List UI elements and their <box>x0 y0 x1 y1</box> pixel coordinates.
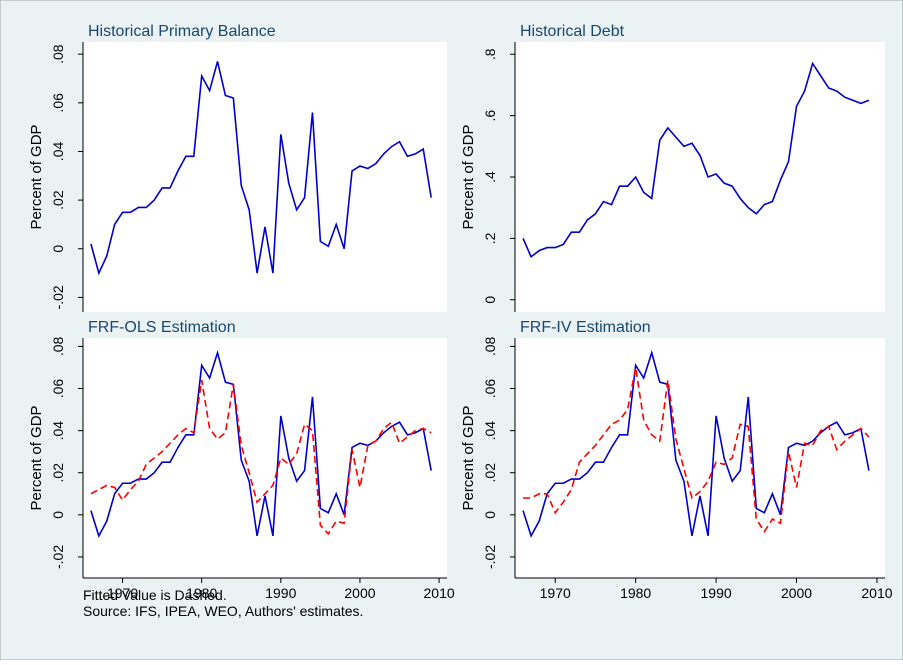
y-tick-label: -.02 <box>50 545 66 569</box>
x-tick-label: 2000 <box>781 585 812 601</box>
x-tick-label: 1980 <box>186 585 217 601</box>
panel-title: Historical Debt <box>520 23 625 40</box>
y-tick-label: 0 <box>482 511 498 519</box>
x-tick-label: 2010 <box>424 585 455 601</box>
y-axis-title: Percent of GDP <box>460 405 477 510</box>
note: Fitted Value is Dashed. <box>83 587 227 603</box>
plot-area <box>83 42 447 312</box>
y-tick-label: -.02 <box>482 545 498 569</box>
y-tick-label: .08 <box>50 336 66 356</box>
y-tick-label: 0 <box>50 245 66 253</box>
y-tick-label: .04 <box>50 142 66 162</box>
panel-title: FRF-OLS Estimation <box>88 319 236 336</box>
x-tick-label: 2000 <box>344 585 375 601</box>
x-tick-label: 1990 <box>701 585 732 601</box>
y-tick-label: .6 <box>482 110 498 122</box>
y-tick-label: .06 <box>482 379 498 399</box>
x-tick-label: 1970 <box>107 585 138 601</box>
y-tick-label: .4 <box>482 171 498 183</box>
y-tick-label: .02 <box>50 463 66 483</box>
series-line <box>522 349 870 538</box>
y-tick-label: .2 <box>482 232 498 244</box>
series-line <box>522 61 870 259</box>
y-tick-label: 0 <box>482 296 498 304</box>
y-tick-label: -.02 <box>50 285 66 309</box>
note: Source: IFS, IPEA, WEO, Authors' estimat… <box>83 603 363 619</box>
x-tick-label: 1990 <box>265 585 296 601</box>
panel-title: Historical Primary Balance <box>88 23 276 40</box>
plot-area <box>515 42 885 312</box>
y-tick-label: .02 <box>50 190 66 210</box>
y-tick-label: .06 <box>50 379 66 399</box>
x-tick-label: 1970 <box>540 585 571 601</box>
series-line <box>523 367 870 534</box>
y-tick-label: .08 <box>50 44 66 64</box>
y-tick-label: .04 <box>50 421 66 441</box>
plot-area <box>83 338 447 578</box>
series-line <box>90 61 432 276</box>
y-tick-label: 0 <box>50 511 66 519</box>
plot-area <box>515 338 885 578</box>
x-tick-label: 1980 <box>620 585 651 601</box>
y-tick-label: .8 <box>482 48 498 60</box>
y-tick-label: .08 <box>482 336 498 356</box>
series-line <box>90 379 432 536</box>
x-tick-label: 2010 <box>861 585 892 601</box>
y-axis-title: Percent of GDP <box>28 405 45 510</box>
panel-title: FRF-IV Estimation <box>520 319 651 336</box>
y-tick-label: .04 <box>482 421 498 441</box>
y-axis-title: Percent of GDP <box>28 124 45 229</box>
y-tick-label: .02 <box>482 463 498 483</box>
y-axis-title: Percent of GDP <box>460 124 477 229</box>
y-tick-label: .06 <box>50 93 66 113</box>
